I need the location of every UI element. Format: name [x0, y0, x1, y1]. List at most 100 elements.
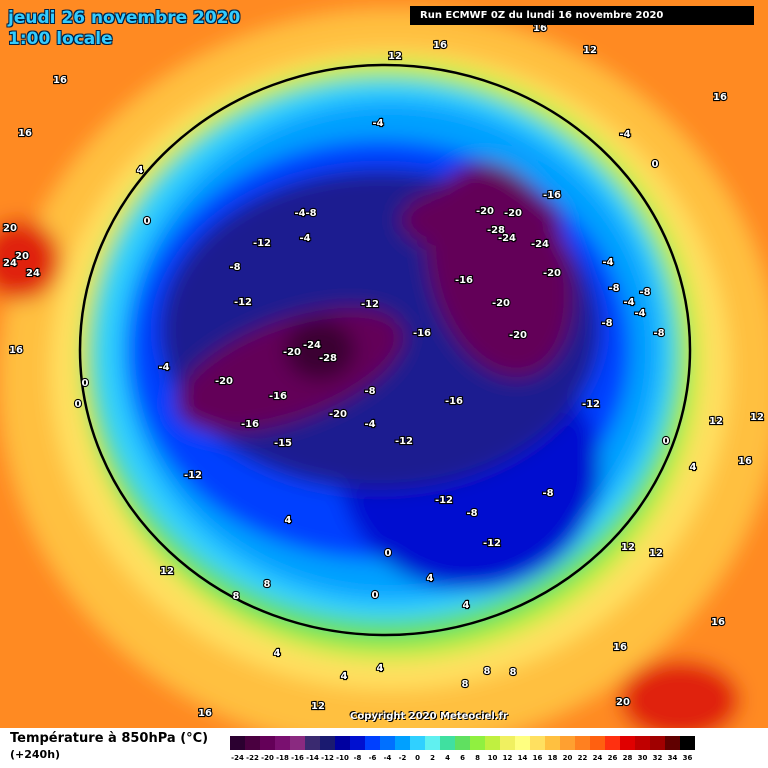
colorbar: -24 -22 -20 -18 -16 -14 -12 -10 -8 -6 -4 -2 0 2 4 6 8 10 1… — [230, 736, 695, 762]
color-swatch — [665, 736, 680, 750]
contour-label: 0 — [663, 436, 670, 447]
title: jeudi 26 novembre 2020 1:00 locale — [8, 8, 240, 50]
contour-label: 0 — [385, 548, 392, 559]
colorbar-label: 16 — [533, 754, 543, 762]
colorbar-label: -20 — [261, 754, 274, 762]
color-swatch — [275, 736, 290, 750]
contour-label: 12 — [709, 416, 723, 427]
contour-label: -4 — [299, 233, 310, 244]
contour-label: -16 — [241, 419, 259, 430]
contour-label: 20 — [616, 697, 630, 708]
colorbar-label: -10 — [336, 754, 349, 762]
contour-label: 4 — [377, 663, 384, 674]
colorbar-label: 34 — [668, 754, 678, 762]
color-swatch — [395, 736, 410, 750]
contour-label: -8 — [608, 283, 619, 294]
colorbar-label: -18 — [276, 754, 289, 762]
contour-label: -20 — [215, 376, 233, 387]
contour-label: -20 — [509, 330, 527, 341]
color-swatch — [515, 736, 530, 750]
contour-label: -4 — [364, 419, 375, 430]
color-swatch — [290, 736, 305, 750]
contour-label: 16 — [533, 23, 547, 34]
contour-label: 8 — [264, 579, 271, 590]
colorbar-label: -12 — [321, 754, 334, 762]
colorbar-label: 30 — [638, 754, 648, 762]
contour-label: 8 — [484, 666, 491, 677]
color-swatch — [425, 736, 440, 750]
color-swatch — [365, 736, 380, 750]
contour-label: 4 — [285, 515, 292, 526]
colorbar-label: -22 — [246, 754, 259, 762]
contour-label: 16 — [433, 40, 447, 51]
contour-label: 16 — [738, 456, 752, 467]
contour-label: -12 — [234, 297, 252, 308]
contour-label: 0 — [82, 378, 89, 389]
colorbar-label: 18 — [548, 754, 558, 762]
contour-label: 16 — [9, 345, 23, 356]
contour-label: -24 — [303, 340, 321, 351]
contour-label: -8 — [466, 508, 477, 519]
contour-label: -4 — [634, 308, 645, 319]
color-swatch — [575, 736, 590, 750]
zero-contour — [78, 63, 692, 637]
contour-label: 12 — [388, 51, 402, 62]
colorbar-label: 0 — [415, 754, 420, 762]
contour-label: -4 — [602, 257, 613, 268]
color-swatch — [350, 736, 365, 750]
colorbar-label: -24 — [231, 754, 244, 762]
contour-label: 4 — [463, 600, 470, 611]
contour-label: -8 — [542, 488, 553, 499]
color-swatch — [230, 736, 245, 750]
contour-label: -12 — [253, 238, 271, 249]
contour-label: -20 — [504, 208, 522, 219]
contour-label: -8 — [364, 386, 375, 397]
contour-label: -4 — [619, 129, 630, 140]
contour-label: 16 — [198, 708, 212, 719]
colorbar-label: -14 — [306, 754, 319, 762]
contour-label: -8 — [305, 208, 316, 219]
colorbar-label: -2 — [399, 754, 407, 762]
contour-label: 16 — [713, 92, 727, 103]
contour-label: -24 — [531, 239, 549, 250]
contour-label: -20 — [476, 206, 494, 217]
contour-label: 8 — [462, 679, 469, 690]
contour-label: -20 — [329, 409, 347, 420]
color-swatch — [680, 736, 695, 750]
contour-label: 12 — [160, 566, 174, 577]
colorbar-label: 32 — [653, 754, 663, 762]
temperature-field — [0, 0, 768, 728]
copyright: Copyright 2020 Meteociel.fr — [350, 711, 508, 722]
contour-label: -12 — [435, 495, 453, 506]
color-swatch — [560, 736, 575, 750]
colorbar-label: 2 — [430, 754, 435, 762]
contour-label: 4 — [137, 165, 144, 176]
contour-label: -16 — [455, 275, 473, 286]
colorbar-label: 20 — [563, 754, 573, 762]
run-info: Run ECMWF 0Z du lundi 16 novembre 2020 — [410, 6, 754, 25]
color-swatch — [620, 736, 635, 750]
colorbar-label: 24 — [593, 754, 603, 762]
contour-label: -28 — [319, 353, 337, 364]
contour-label: 20 — [3, 223, 17, 234]
colorbar-label: 28 — [623, 754, 633, 762]
contour-label: -12 — [582, 399, 600, 410]
contour-label: 12 — [311, 701, 325, 712]
color-swatch — [320, 736, 335, 750]
colorbar-label: 4 — [445, 754, 450, 762]
color-swatch — [260, 736, 275, 750]
contour-label: 8 — [233, 591, 240, 602]
contour-label: 24 — [26, 268, 40, 279]
colorbar-label: 26 — [608, 754, 618, 762]
colorbar-label: 36 — [683, 754, 693, 762]
colorbar-label: 8 — [475, 754, 480, 762]
color-swatch — [410, 736, 425, 750]
color-swatch — [245, 736, 260, 750]
contour-label: 4 — [690, 462, 697, 473]
color-swatch — [470, 736, 485, 750]
contour-label: 20 — [15, 251, 29, 262]
contour-label: 16 — [613, 642, 627, 653]
contour-label: -16 — [269, 391, 287, 402]
contour-label: -4 — [294, 208, 305, 219]
